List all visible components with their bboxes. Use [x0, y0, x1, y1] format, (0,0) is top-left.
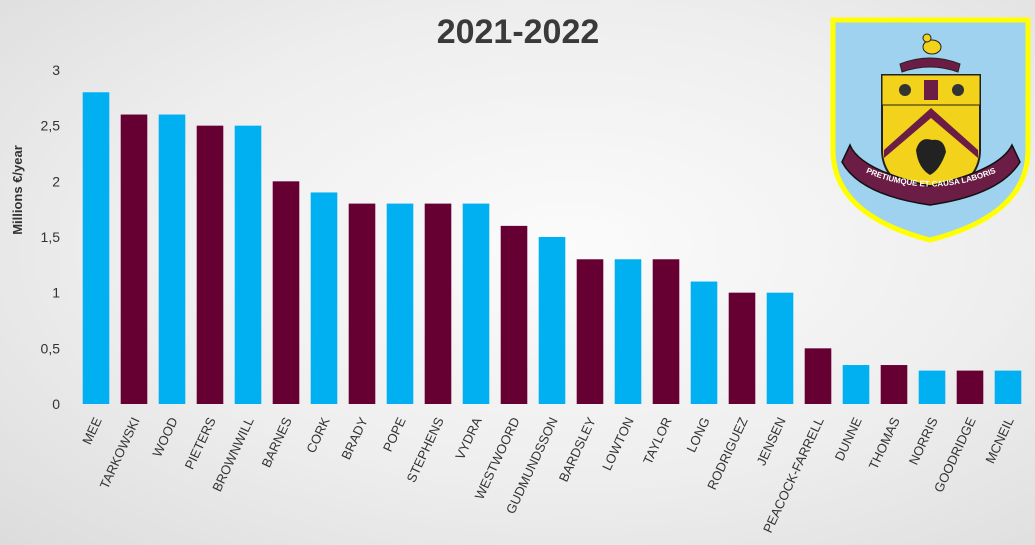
x-tick-label: DUNNE — [832, 415, 865, 464]
bar-bardsley — [576, 259, 604, 404]
chart-title: 2021-2022 — [437, 13, 600, 51]
y-tick-label: 1 — [52, 285, 60, 301]
bar-peacock-farrell — [804, 348, 832, 404]
bar-vydra — [462, 203, 490, 404]
x-tick-label: VYDRA — [452, 415, 485, 462]
bar-westwoord — [500, 225, 528, 404]
bar-mee — [82, 92, 110, 405]
x-tick-label: BROWNWILL — [209, 415, 256, 494]
x-tick-label: BARNES — [259, 415, 295, 470]
bar-wood — [158, 114, 186, 405]
bar-barnes — [272, 181, 300, 404]
x-tick-label: JENSEN — [753, 415, 788, 468]
bar-gudmundsson — [538, 237, 566, 404]
x-tick-label: MEE — [79, 415, 105, 447]
bar-brownwill — [234, 125, 262, 405]
crest-motto-scroll — [841, 143, 1021, 206]
bar-taylor — [652, 259, 680, 404]
x-tick-label: WOOD — [149, 415, 180, 459]
club-crest-logo: PRETIUMQUE ET CAUSA LABORIS — [830, 17, 1031, 243]
x-tick-label: THOMAS — [866, 415, 903, 472]
bar-stephens — [424, 203, 452, 404]
bar-mcneil — [994, 370, 1022, 404]
x-tick-label: BARDSLEY — [556, 415, 599, 484]
bar-tarkowski — [120, 114, 148, 405]
bar-norris — [918, 370, 946, 404]
x-tick-label: TAYLOR — [640, 415, 675, 467]
bar-brady — [348, 203, 376, 404]
y-axis-label: Millions €/year — [10, 145, 25, 235]
crest-lion-icon — [916, 139, 946, 175]
y-tick-label: 2 — [52, 173, 60, 189]
x-tick-label: POPE — [380, 415, 409, 454]
x-tick-label: NORRIS — [906, 415, 941, 467]
bar-goodridge — [956, 370, 984, 404]
bars — [82, 92, 1022, 405]
bar-thomas — [880, 365, 908, 404]
y-tick-label: 1,5 — [41, 229, 61, 245]
bar-jensen — [766, 292, 794, 404]
y-axis-ticks: 0 0,5 1 1,5 2 2,5 3 — [41, 62, 61, 412]
x-tick-label: PIETERS — [182, 415, 219, 472]
x-tick-label: LOWTON — [599, 415, 637, 473]
y-tick-label: 0 — [52, 396, 60, 412]
x-tick-label: MCNEIL — [982, 415, 1016, 466]
bar-lowton — [614, 259, 642, 404]
y-tick-label: 2,5 — [41, 118, 61, 134]
bar-dunne — [842, 365, 870, 404]
x-tick-label: TARKOWSKI — [97, 415, 143, 491]
crest-bird-icon — [922, 39, 942, 55]
x-tick-label: STEPHENS — [404, 415, 447, 485]
bar-pieters — [196, 125, 224, 405]
y-tick-label: 0,5 — [41, 340, 61, 356]
bar-rodriguez — [728, 292, 756, 404]
bar-long — [690, 281, 718, 404]
bar-cork — [310, 192, 338, 404]
x-tick-label: BRADY — [338, 415, 371, 462]
x-tick-label: CORK — [303, 415, 333, 456]
x-tick-label: RODRIGUEZ — [704, 415, 751, 492]
x-tick-label: LONG — [684, 415, 713, 455]
y-tick-label: 3 — [52, 62, 60, 78]
bar-pope — [386, 203, 414, 404]
